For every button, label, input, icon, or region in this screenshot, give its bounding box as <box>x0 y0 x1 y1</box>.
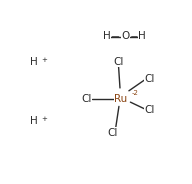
Text: Cl: Cl <box>145 105 155 115</box>
Text: Ru: Ru <box>114 94 127 104</box>
Text: H: H <box>30 116 38 126</box>
Text: -2: -2 <box>132 90 139 96</box>
Text: O: O <box>121 31 129 41</box>
Text: H: H <box>30 57 38 67</box>
Text: +: + <box>41 116 47 122</box>
Text: Cl: Cl <box>81 94 92 104</box>
Text: Cl: Cl <box>107 128 118 138</box>
Text: +: + <box>41 57 47 63</box>
Text: H: H <box>103 31 110 41</box>
Text: Cl: Cl <box>113 57 124 67</box>
Text: H: H <box>138 31 146 41</box>
Text: Cl: Cl <box>145 74 155 84</box>
